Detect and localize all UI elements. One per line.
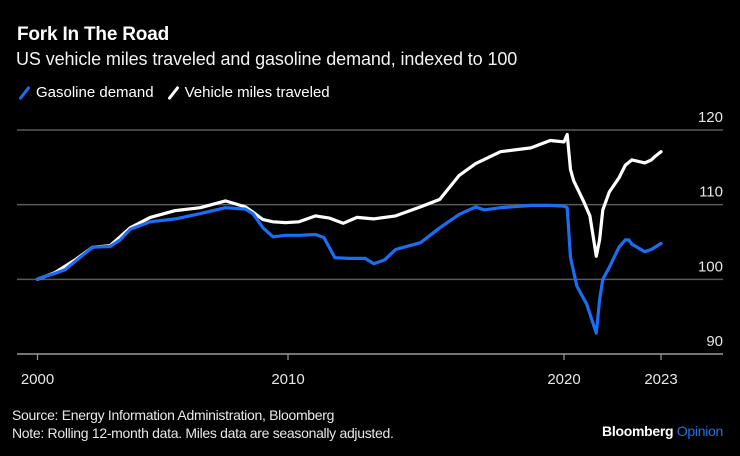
footer: Source: Energy Information Administratio… — [12, 406, 394, 442]
legend: Gasoline demand Vehicle miles traveled — [17, 84, 342, 101]
x-tick-label: 2010 — [271, 371, 304, 388]
legend-item-gasoline: Gasoline demand — [17, 84, 154, 101]
gridlines — [17, 129, 723, 281]
brand-name: Bloomberg — [602, 423, 674, 439]
x-axis-labels: 2000 2010 2020 2023 — [21, 371, 678, 388]
series-line-gasoline-demand — [35, 203, 663, 335]
x-axis — [17, 353, 723, 360]
legend-label-gasoline: Gasoline demand — [36, 84, 154, 101]
y-tick-label: 110 — [699, 184, 723, 201]
y-tick-label: 100 — [698, 258, 723, 275]
chart-subtitle: US vehicle miles traveled and gasoline d… — [16, 49, 518, 69]
x-tick-label: 2020 — [547, 371, 580, 388]
legend-label-vmt: Vehicle miles traveled — [184, 84, 330, 101]
y-axis-labels: 90 100 110 120 — [698, 109, 723, 350]
y-tick-label: 120 — [698, 109, 723, 126]
series-lines — [35, 132, 663, 335]
series-line-vehicle-miles-traveled — [35, 132, 663, 281]
data-note: Note: Rolling 12-month data. Miles data … — [12, 425, 394, 441]
y-tick-label: 90 — [706, 333, 723, 350]
legend-item-vmt: Vehicle miles traveled — [166, 84, 330, 101]
x-tick-label: 2000 — [21, 371, 54, 388]
source-note: Source: Energy Information Administratio… — [12, 407, 335, 423]
x-tick-label: 2023 — [644, 371, 677, 388]
brand-section: Opinion — [676, 423, 723, 439]
brand-logo: Bloomberg Opinion — [602, 423, 723, 439]
chart-title: Fork In The Road — [17, 24, 169, 45]
